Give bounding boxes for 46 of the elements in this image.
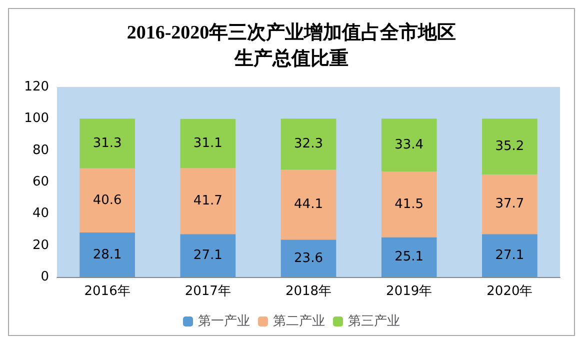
- data-label: 37.7: [495, 196, 524, 212]
- x-tick-label: 2019年: [386, 284, 432, 299]
- data-label: 27.1: [495, 248, 524, 264]
- data-label: 31.1: [193, 136, 222, 151]
- bar: [482, 174, 538, 234]
- bar: [280, 170, 336, 240]
- x-tick-label: 2017年: [184, 284, 231, 299]
- x-tick-label: 2016年: [84, 284, 130, 299]
- y-tick-label: 120: [24, 80, 49, 94]
- data-label: 32.3: [294, 136, 323, 152]
- bar: [80, 232, 135, 277]
- y-tick-label: 100: [24, 111, 49, 126]
- data-label: 25.1: [394, 250, 424, 265]
- y-tick-label: 0: [40, 270, 49, 284]
- data-label: 41.5: [394, 196, 424, 212]
- data-label: 40.6: [92, 192, 122, 208]
- y-tick-label: 40: [32, 206, 49, 222]
- bar: [280, 118, 336, 170]
- bar: [482, 118, 538, 174]
- data-label: 44.1: [294, 197, 323, 212]
- bar: [280, 240, 336, 277]
- data-label: 33.4: [394, 138, 424, 153]
- data-label: 35.2: [495, 139, 524, 154]
- legend-label: 第二产业: [273, 314, 325, 329]
- bar: [80, 118, 135, 168]
- bar: [381, 237, 437, 277]
- x-tick-label: 2020年: [486, 284, 533, 299]
- bar: [80, 168, 135, 233]
- bar: [381, 172, 437, 238]
- legend-label: 第一产业: [198, 314, 250, 329]
- bar: [180, 234, 236, 277]
- bar: [180, 118, 236, 168]
- x-tick-label: 2018年: [285, 284, 332, 299]
- legend-label: 第三产业: [348, 314, 400, 329]
- data-label: 28.1: [92, 247, 122, 262]
- y-tick-label: 80: [32, 142, 49, 158]
- data-label: 41.7: [193, 194, 222, 209]
- data-label: 31.3: [92, 136, 122, 151]
- data-label: 23.6: [294, 250, 323, 266]
- chart-title: 2016-2020年三次产业增加值占全市地区生产总值比重: [126, 22, 456, 70]
- y-tick-label: 60: [32, 174, 49, 190]
- y-tick-label: 20: [32, 238, 49, 253]
- bar: [482, 234, 538, 277]
- bar: [381, 118, 437, 172]
- data-label: 27.1: [193, 248, 222, 264]
- bar: [180, 168, 236, 234]
